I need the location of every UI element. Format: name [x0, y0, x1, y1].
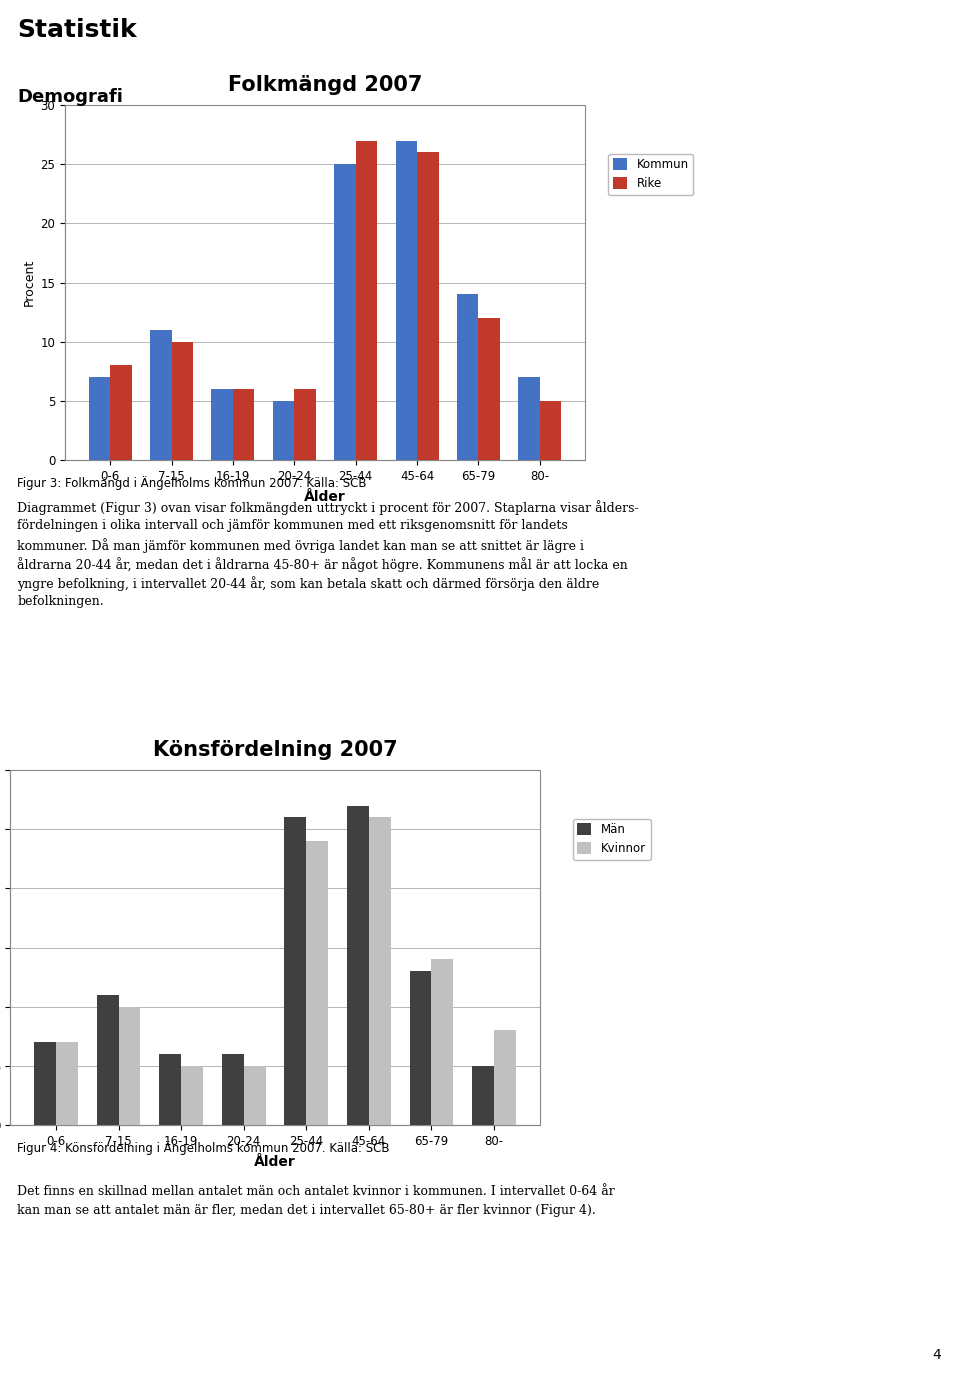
Bar [119, 1007, 140, 1125]
Bar [159, 1054, 181, 1125]
Text: yngre befolkning, i intervallet 20-44 år, som kan betala skatt och därmed försör: yngre befolkning, i intervallet 20-44 år… [17, 576, 600, 591]
X-axis label: Ålder: Ålder [304, 490, 346, 503]
Bar [494, 1031, 516, 1125]
Bar [334, 164, 356, 460]
Text: Demografi: Demografi [17, 87, 123, 105]
Bar [65, 105, 585, 460]
Text: kan man se att antalet män är fler, medan det i intervallet 65-80+ är fler kvinn: kan man se att antalet män är fler, meda… [17, 1204, 596, 1216]
Bar [284, 817, 306, 1125]
Bar [244, 1065, 266, 1125]
Bar [172, 341, 193, 460]
Bar [431, 960, 453, 1125]
Title: Könsfördelning 2007: Könsfördelning 2007 [153, 741, 397, 760]
Bar [472, 1065, 494, 1125]
Bar [518, 377, 540, 460]
Text: befolkningen.: befolkningen. [17, 595, 104, 608]
Bar [306, 841, 328, 1125]
Y-axis label: Procent: Procent [23, 259, 36, 307]
Bar [417, 153, 439, 460]
Bar [540, 401, 562, 460]
Text: Figur 3: Folkmängd i Ängelholms kommun 2007. Källa: SCB: Figur 3: Folkmängd i Ängelholms kommun 2… [17, 476, 367, 490]
Bar [150, 330, 172, 460]
Bar [356, 140, 377, 460]
Bar [56, 1042, 78, 1125]
Text: Diagrammet (Figur 3) ovan visar folkmängden uttryckt i procent för 2007. Staplar: Diagrammet (Figur 3) ovan visar folkmäng… [17, 499, 639, 515]
Bar [396, 140, 417, 460]
Legend: Män, Kvinnor: Män, Kvinnor [572, 818, 651, 860]
Bar [88, 377, 110, 460]
Bar [295, 388, 316, 460]
Title: Folkmängd 2007: Folkmängd 2007 [228, 75, 422, 96]
Legend: Kommun, Rike: Kommun, Rike [609, 154, 693, 196]
Bar [347, 806, 369, 1125]
Text: fördelningen i olika intervall och jämför kommunen med ett riksgenomsnitt för la: fördelningen i olika intervall och jämfö… [17, 519, 568, 533]
Bar [211, 388, 233, 460]
Bar [97, 994, 119, 1125]
Text: Figur 4: Könsfördelning i Ängelholms kommun 2007. Källa: SCB: Figur 4: Könsfördelning i Ängelholms kom… [17, 1142, 390, 1155]
Text: åldrarna 20-44 år, medan det i åldrarna 45-80+ är något högre. Kommunens mål är : åldrarna 20-44 år, medan det i åldrarna … [17, 558, 628, 571]
Bar [457, 294, 478, 460]
Bar [369, 817, 391, 1125]
Bar [222, 1054, 244, 1125]
Bar [233, 388, 254, 460]
Bar [181, 1065, 204, 1125]
Bar [110, 365, 132, 460]
Text: Statistik: Statistik [17, 18, 137, 42]
Bar [478, 318, 500, 460]
Bar [273, 401, 295, 460]
Bar [10, 770, 540, 1125]
Text: 4: 4 [932, 1348, 941, 1362]
Bar [35, 1042, 56, 1125]
Bar [410, 971, 431, 1125]
X-axis label: Ålder: Ålder [254, 1154, 296, 1169]
Text: Det finns en skillnad mellan antalet män och antalet kvinnor i kommunen. I inter: Det finns en skillnad mellan antalet män… [17, 1184, 615, 1198]
Text: kommuner. Då man jämför kommunen med övriga landet kan man se att snittet är läg: kommuner. Då man jämför kommunen med övr… [17, 538, 585, 553]
